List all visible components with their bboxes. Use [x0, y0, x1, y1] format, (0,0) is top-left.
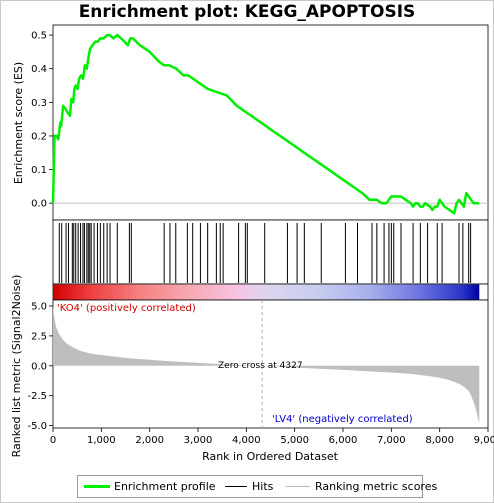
hits-group: [58, 223, 472, 283]
x-tick-label: 6,000: [329, 435, 358, 446]
x-tick-label: 2,000: [135, 435, 164, 446]
legend-profile-label: Enrichment profile: [114, 480, 216, 493]
es-y-tick-label: 0.2: [31, 131, 47, 142]
es-y-axis-label: Enrichment score (ES): [12, 62, 25, 184]
x-tick-label: 9,000: [474, 435, 494, 446]
metric-y-tick-label: -2.5: [27, 391, 47, 402]
x-tick-label: 4,000: [232, 435, 261, 446]
es-y-tick-label: 0.0: [31, 199, 47, 210]
x-tick-label: 0: [50, 435, 56, 446]
metric-y-tick-label: 0.0: [31, 361, 47, 372]
es-y-tick-label: 0.4: [31, 64, 47, 75]
enrichment-profile-line: [51, 33, 480, 215]
metric-y-tick-label: -5.0: [27, 421, 47, 432]
x-tick-label: 5,000: [280, 435, 309, 446]
metric-y-tick-label: 2.5: [31, 331, 47, 342]
es-y-tick-label: 0.3: [31, 98, 47, 109]
x-tick-label: 3,000: [184, 435, 213, 446]
ranking-metric-area: [53, 306, 480, 423]
x-tick-label: 8,000: [425, 435, 454, 446]
metric-y-axis: -5.0 -2.5 0.0 2.5 5.0: [27, 301, 53, 432]
hits-panel-frame: [52, 219, 489, 285]
profile-swatch: [84, 485, 110, 488]
metric-x-axis: 0 1,000 2,000 3,000 4,000 5,000 6,000 7,000 8,00…: [50, 428, 494, 446]
metric-y-axis-label: Ranked list metric (Signal2Noise): [10, 275, 23, 458]
hits-swatch: [225, 486, 247, 487]
legend-hits-label: Hits: [252, 480, 274, 493]
legend: Enrichment profile Hits Ranking metric s…: [77, 475, 437, 498]
positive-correlation-label: 'KO4' (positively correlated): [57, 303, 196, 314]
x-axis-label: Rank in Ordered Dataset: [202, 450, 339, 463]
legend-metric-label: Ranking metric scores: [315, 480, 438, 493]
x-tick-label: 7,000: [377, 435, 406, 446]
gsea-plot: 0.0 0.1 0.2 0.3 0.4 0.5 Enrichment score (ES)…: [10, 24, 494, 463]
es-panel-frame: [52, 24, 489, 221]
metric-y-tick-label: 5.0: [31, 301, 47, 312]
chart-title: Enrichment plot: KEGG_APOPTOSIS: [78, 2, 416, 22]
es-y-tick-label: 0.5: [31, 31, 47, 42]
zero-cross-label: Zero cross at 4327: [218, 361, 303, 371]
es-y-axis: 0.0 0.1 0.2 0.3 0.4 0.5: [31, 31, 53, 210]
rank-colorbar: [53, 284, 480, 300]
metric-swatch: [286, 486, 310, 487]
x-tick-label: 1,000: [87, 435, 116, 446]
negative-correlation-label: 'LV4' (negatively correlated): [272, 414, 413, 425]
es-y-tick-label: 0.1: [31, 165, 47, 176]
